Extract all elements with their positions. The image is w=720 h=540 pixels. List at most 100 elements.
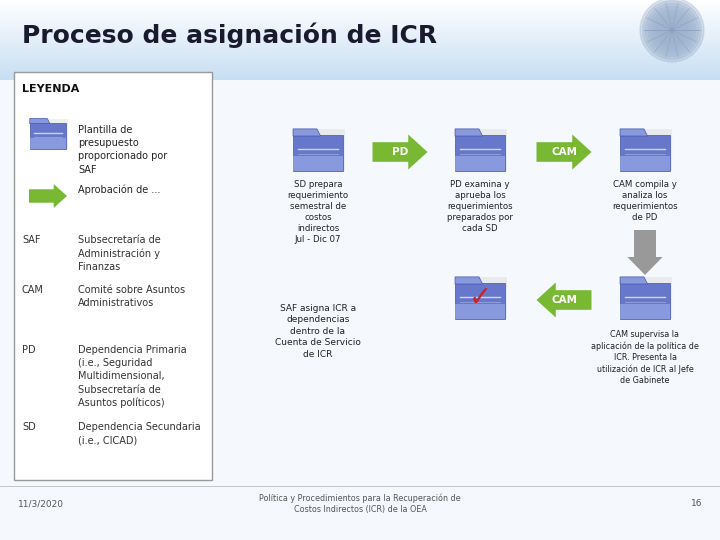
Text: CAM: CAM — [22, 285, 44, 295]
Circle shape — [667, 25, 677, 35]
Bar — [14, 72, 212, 480]
Bar — [620, 304, 670, 319]
Bar — [0, 41, 720, 42]
Text: CAM: CAM — [551, 147, 577, 157]
Polygon shape — [455, 277, 507, 319]
Text: 16: 16 — [690, 500, 702, 509]
Bar — [620, 283, 670, 319]
Bar — [0, 1, 720, 2]
Bar — [0, 12, 720, 13]
Bar — [0, 6, 720, 7]
Bar — [0, 19, 720, 20]
Bar — [0, 63, 720, 64]
Circle shape — [643, 1, 701, 59]
Text: CAM: CAM — [551, 295, 577, 305]
Bar — [0, 25, 720, 26]
Bar — [0, 7, 720, 8]
Polygon shape — [455, 129, 482, 136]
Polygon shape — [455, 277, 482, 284]
Bar — [0, 4, 720, 5]
Text: ✓: ✓ — [469, 284, 492, 312]
Bar — [0, 17, 720, 18]
Bar — [0, 18, 720, 19]
Polygon shape — [620, 277, 672, 319]
Bar — [0, 11, 720, 12]
Bar — [0, 50, 720, 51]
Circle shape — [654, 12, 690, 49]
Bar — [455, 156, 505, 171]
Polygon shape — [455, 129, 507, 171]
Bar — [0, 0, 720, 1]
Bar — [455, 283, 505, 319]
Bar — [0, 70, 720, 71]
Bar — [0, 49, 720, 50]
Text: PD examina y
aprueba los
requerimientos
preparados por
cada SD: PD examina y aprueba los requerimientos … — [447, 180, 513, 233]
Bar — [0, 20, 720, 21]
Bar — [0, 68, 720, 69]
Bar — [0, 10, 720, 11]
Bar — [0, 77, 720, 78]
Bar — [30, 138, 66, 149]
Polygon shape — [293, 129, 320, 136]
Bar — [30, 123, 66, 148]
Polygon shape — [30, 118, 50, 124]
Bar — [0, 22, 720, 23]
Bar — [0, 58, 720, 59]
Text: Aprobación de ...: Aprobación de ... — [78, 185, 161, 195]
Bar — [0, 8, 720, 9]
Bar — [0, 67, 720, 68]
Text: Plantilla de
presupuesto
proporcionado por
SAF: Plantilla de presupuesto proporcionado p… — [78, 125, 167, 174]
Bar — [0, 2, 720, 3]
Bar — [0, 16, 720, 17]
Bar — [0, 60, 720, 61]
Bar — [620, 156, 670, 171]
Bar — [0, 28, 720, 29]
Polygon shape — [627, 230, 662, 275]
Bar — [0, 5, 720, 6]
Bar — [0, 37, 720, 38]
Bar — [0, 23, 720, 24]
Bar — [0, 56, 720, 57]
Bar — [0, 64, 720, 65]
Bar — [0, 27, 720, 28]
Bar — [0, 13, 720, 14]
Circle shape — [640, 0, 704, 62]
Bar — [0, 62, 720, 63]
Bar — [0, 72, 720, 73]
Text: SD: SD — [22, 422, 36, 432]
Circle shape — [670, 28, 674, 32]
Bar — [0, 43, 720, 44]
Circle shape — [662, 20, 682, 40]
Bar — [0, 45, 720, 46]
Text: SAF: SAF — [22, 235, 40, 245]
Bar — [0, 42, 720, 43]
Bar — [0, 48, 720, 49]
Text: SAF asigna ICR a
dependencias
dentro de la
Cuenta de Servicio
de ICR: SAF asigna ICR a dependencias dentro de … — [275, 304, 361, 359]
Bar — [0, 34, 720, 35]
Bar — [0, 55, 720, 56]
Circle shape — [665, 23, 680, 37]
Bar — [0, 57, 720, 58]
Bar — [455, 135, 505, 171]
Bar — [0, 69, 720, 70]
Bar — [0, 29, 720, 30]
Bar — [0, 33, 720, 34]
Bar — [0, 30, 720, 31]
Bar — [0, 35, 720, 36]
Bar — [0, 66, 720, 67]
Polygon shape — [620, 129, 672, 171]
Text: PD: PD — [392, 147, 408, 157]
Bar — [0, 24, 720, 25]
Text: PD: PD — [22, 345, 35, 355]
Bar — [0, 51, 720, 52]
Text: SD prepara
requerimiento
semestral de
costos
indirectos
Jul - Dic 07: SD prepara requerimiento semestral de co… — [287, 180, 348, 245]
Polygon shape — [536, 282, 592, 318]
Bar — [0, 75, 720, 76]
Bar — [0, 40, 720, 41]
Bar — [0, 52, 720, 53]
Bar — [0, 39, 720, 40]
Bar — [293, 156, 343, 171]
Bar — [0, 53, 720, 54]
Text: 11/3/2020: 11/3/2020 — [18, 500, 64, 509]
Bar — [0, 79, 720, 80]
